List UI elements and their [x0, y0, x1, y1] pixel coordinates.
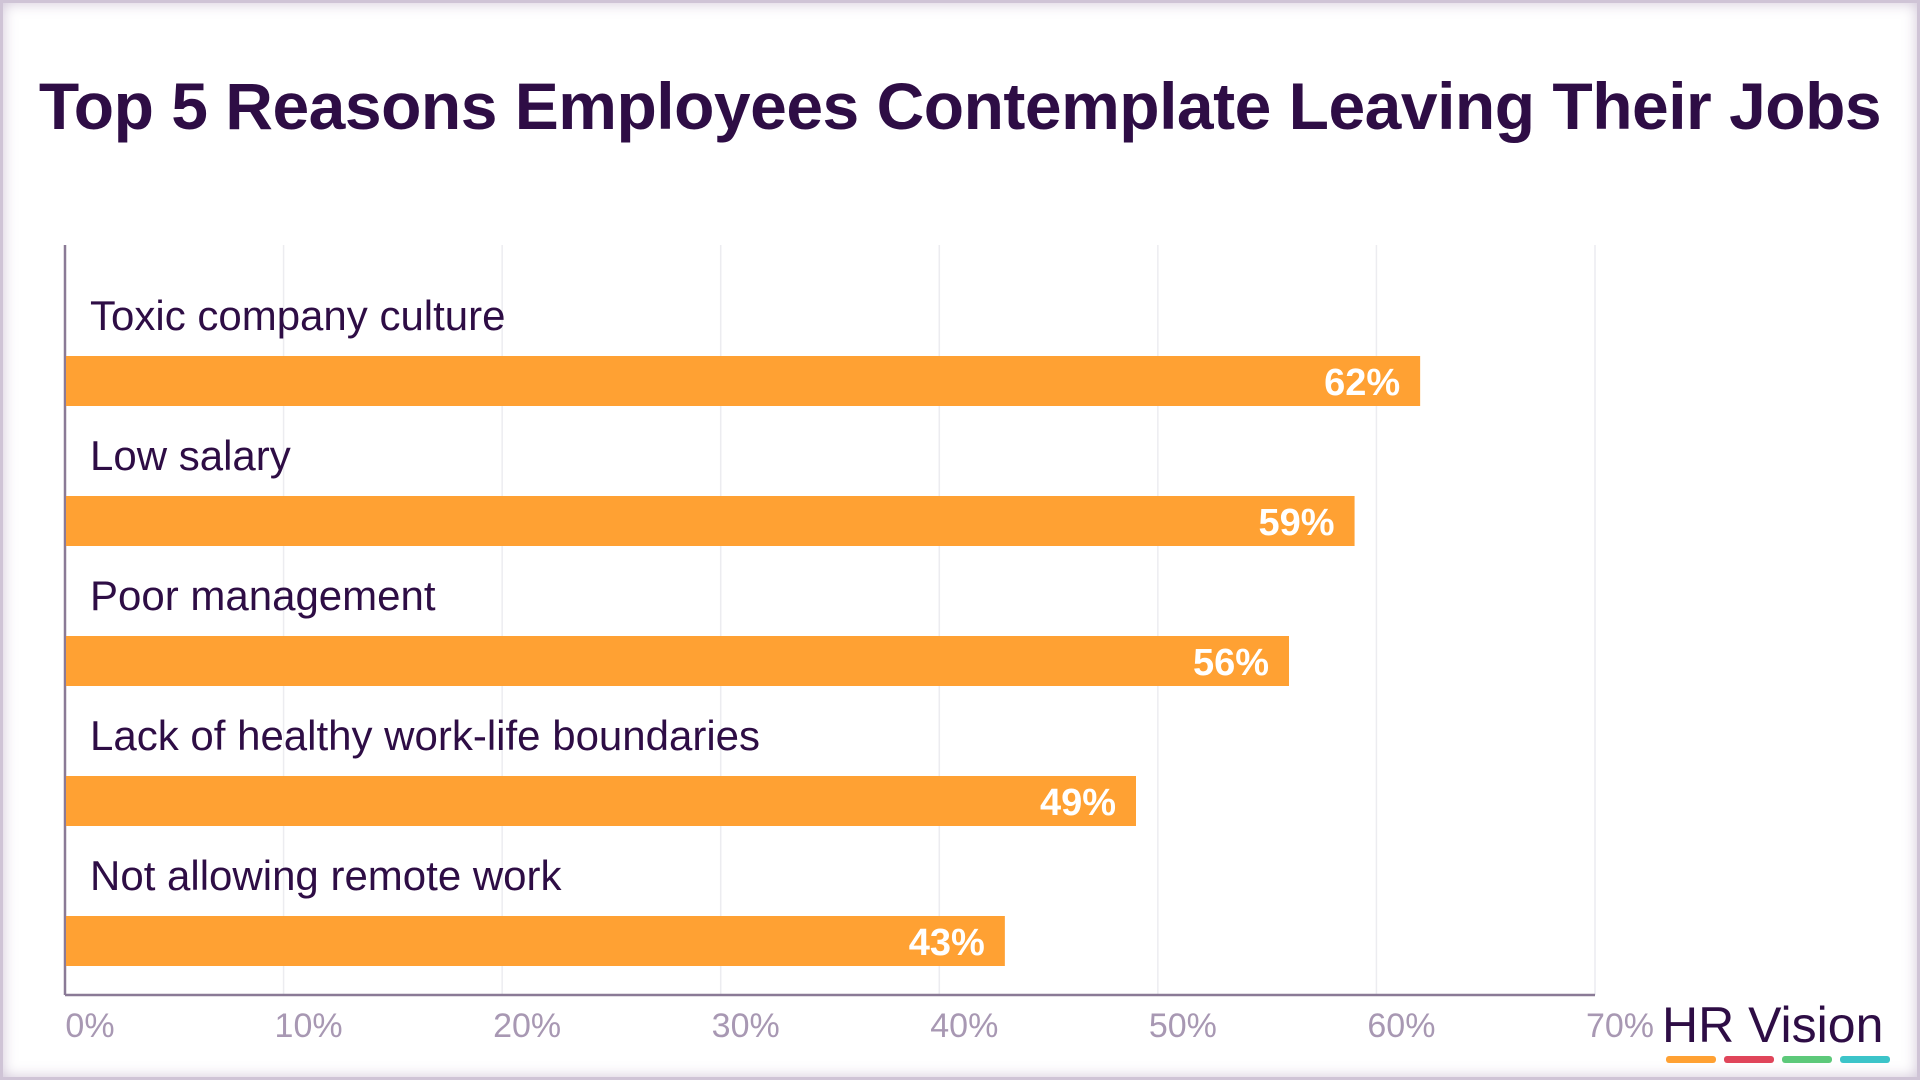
logo-color-bars [1666, 1056, 1890, 1063]
hr-vision-logo: HR Vision [1662, 996, 1902, 1066]
bar [66, 776, 1136, 826]
logo-bar-orange [1666, 1056, 1716, 1063]
bar [66, 496, 1355, 546]
category-label: Low salary [90, 432, 291, 479]
x-tick-label: 20% [493, 1007, 561, 1045]
category-label: Toxic company culture [90, 292, 506, 339]
bar [66, 356, 1421, 406]
bar-value-label: 62% [1324, 362, 1400, 404]
logo-bar-teal [1840, 1056, 1890, 1063]
x-tick-label: 0% [65, 1007, 114, 1045]
category-label: Not allowing remote work [90, 852, 563, 899]
category-label: Poor management [90, 572, 436, 619]
x-tick-label: 30% [712, 1007, 780, 1045]
bar [66, 916, 1005, 966]
chart-title: Top 5 Reasons Employees Contemplate Leav… [38, 69, 1882, 143]
logo-bar-red [1724, 1056, 1774, 1063]
x-tick-label: 70% [1586, 1007, 1654, 1045]
x-tick-label: 10% [275, 1007, 343, 1045]
bar-value-label: 49% [1040, 782, 1116, 824]
logo-text: HR Vision [1662, 997, 1884, 1053]
x-tick-label: 40% [930, 1007, 998, 1045]
bar-value-label: 59% [1259, 502, 1335, 544]
x-tick-label: 50% [1149, 1007, 1217, 1045]
bar-value-label: 56% [1193, 642, 1269, 684]
category-label: Lack of healthy work-life boundaries [90, 712, 760, 759]
bar [66, 636, 1289, 686]
x-tick-label: 60% [1367, 1007, 1435, 1045]
bar-value-label: 43% [909, 922, 985, 964]
logo-bar-green [1782, 1056, 1832, 1063]
